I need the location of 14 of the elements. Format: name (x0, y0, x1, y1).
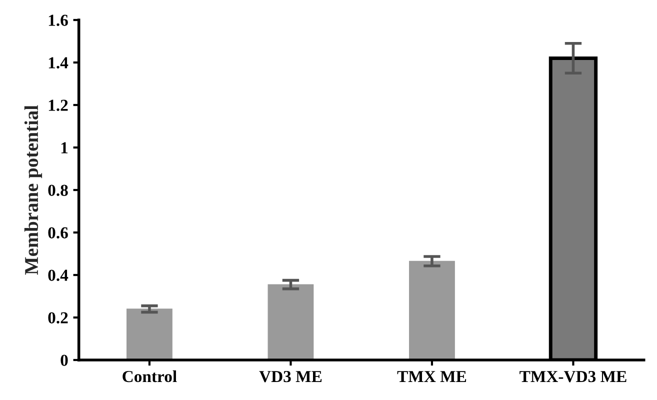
y-tick-label: 0 (60, 354, 68, 366)
y-tick-label: 0.2 (48, 312, 68, 324)
x-tick-label: TMX-VD3 ME (520, 370, 626, 382)
x-tick-label: TMX ME (397, 371, 466, 382)
y-tick-label: 1.6 (48, 14, 68, 26)
y-tick-label: 0.8 (48, 184, 68, 196)
y-tick-label: 1.4 (48, 57, 68, 69)
x-tick-label: Control (122, 370, 177, 382)
x-tick-label: VD3 ME (259, 370, 322, 382)
y-tick-label: 0.4 (48, 270, 68, 282)
y-tick-label: 1 (61, 142, 68, 154)
y-tick-label: 1.2 (48, 100, 68, 112)
y-tick-label: 0.6 (48, 227, 68, 239)
y-axis-title: Membrane potential (24, 105, 42, 275)
